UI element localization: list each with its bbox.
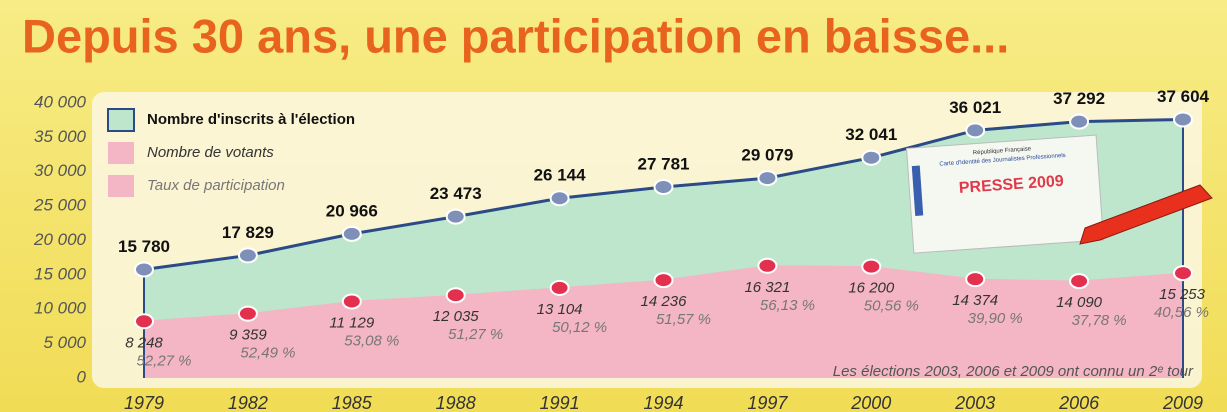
rate-label: 50,56 % [864, 298, 919, 315]
rate-label: 39,90 % [968, 310, 1023, 327]
x-tick-label: 2003 [954, 393, 995, 412]
data-label: 12 035 [433, 308, 480, 325]
legend-swatch [108, 109, 134, 131]
legend-label: Nombre de votants [147, 144, 274, 161]
x-tick-label: 1994 [643, 393, 683, 412]
y-tick-label: 40 000 [34, 92, 87, 111]
marker [447, 288, 465, 302]
marker [1174, 266, 1192, 280]
marker [1174, 112, 1192, 126]
press-card: République Française Carte d'Identité de… [907, 135, 1104, 253]
marker [135, 263, 153, 277]
rate-label: 50,12 % [552, 319, 607, 336]
x-tick-label: 2006 [1058, 393, 1100, 412]
marker [758, 259, 776, 273]
data-label: 14 236 [641, 293, 688, 310]
marker [239, 307, 257, 321]
data-label: 23 473 [430, 184, 482, 203]
marker [239, 248, 257, 262]
y-tick-label: 25 000 [33, 196, 87, 215]
data-label: 16 200 [848, 280, 895, 297]
marker [1070, 115, 1088, 129]
marker [343, 294, 361, 308]
data-label: 14 090 [1056, 294, 1103, 311]
chart-title: Depuis 30 ans, une participation en bais… [22, 9, 1009, 62]
data-label: 8 248 [125, 334, 163, 351]
data-label: 15 253 [1159, 286, 1206, 303]
data-label: 37 292 [1053, 89, 1105, 108]
x-tick-label: 1979 [124, 393, 164, 412]
rate-label: 52,49 % [240, 345, 295, 362]
legend-swatch [108, 142, 134, 164]
data-label: 32 041 [845, 125, 897, 144]
rate-label: 56,13 % [760, 297, 815, 314]
data-label: 27 781 [638, 154, 690, 173]
marker [862, 151, 880, 165]
data-label: 26 144 [534, 166, 587, 185]
data-label: 14 374 [952, 292, 998, 309]
marker [655, 273, 673, 287]
x-tick-label: 1982 [228, 393, 268, 412]
y-tick-label: 0 [77, 367, 87, 386]
x-tick-label: 2000 [850, 393, 891, 412]
data-label: 17 829 [222, 223, 274, 242]
y-tick-label: 5 000 [43, 333, 86, 352]
data-label: 15 780 [118, 237, 170, 256]
marker [343, 227, 361, 241]
rate-label: 51,27 % [448, 326, 503, 343]
data-label: 9 359 [229, 327, 267, 344]
x-tick-label: 2009 [1162, 393, 1203, 412]
data-label: 29 079 [741, 146, 793, 165]
legend-swatch [108, 175, 134, 197]
data-label: 16 321 [744, 279, 790, 296]
legend-label: Taux de participation [147, 177, 285, 194]
rate-label: 40,56 % [1154, 304, 1209, 321]
marker [551, 191, 569, 205]
rate-label: 52,27 % [136, 352, 191, 369]
legend-label: Nombre d'inscrits à l'élection [147, 111, 355, 128]
y-tick-label: 10 000 [34, 299, 87, 318]
x-tick-label: 1988 [436, 393, 476, 412]
marker [1070, 274, 1088, 288]
x-tick-label: 1997 [747, 393, 788, 412]
marker [758, 171, 776, 185]
rate-label: 37,78 % [1072, 312, 1127, 329]
rate-label: 53,08 % [344, 332, 399, 349]
data-label: 13 104 [537, 301, 583, 318]
data-label: 20 966 [326, 201, 378, 220]
marker [966, 123, 984, 137]
y-tick-label: 30 000 [34, 161, 87, 180]
marker [551, 281, 569, 295]
data-label: 11 129 [329, 314, 374, 331]
annotation: Les élections 2003, 2006 et 2009 ont con… [833, 363, 1194, 380]
rate-label: 51,57 % [656, 311, 711, 328]
marker [447, 210, 465, 224]
y-tick-label: 20 000 [33, 230, 87, 249]
infographic: Depuis 30 ans, une participation en bais… [0, 0, 1227, 412]
marker [862, 260, 880, 274]
x-tick-label: 1991 [540, 393, 580, 412]
data-label: 36 021 [949, 98, 1001, 117]
y-tick-label: 15 000 [34, 264, 87, 283]
marker [966, 272, 984, 286]
marker [655, 180, 673, 194]
y-tick-label: 35 000 [34, 127, 87, 146]
marker [135, 314, 153, 328]
x-tick-label: 1985 [332, 393, 373, 412]
data-label: 37 604 [1157, 87, 1210, 106]
